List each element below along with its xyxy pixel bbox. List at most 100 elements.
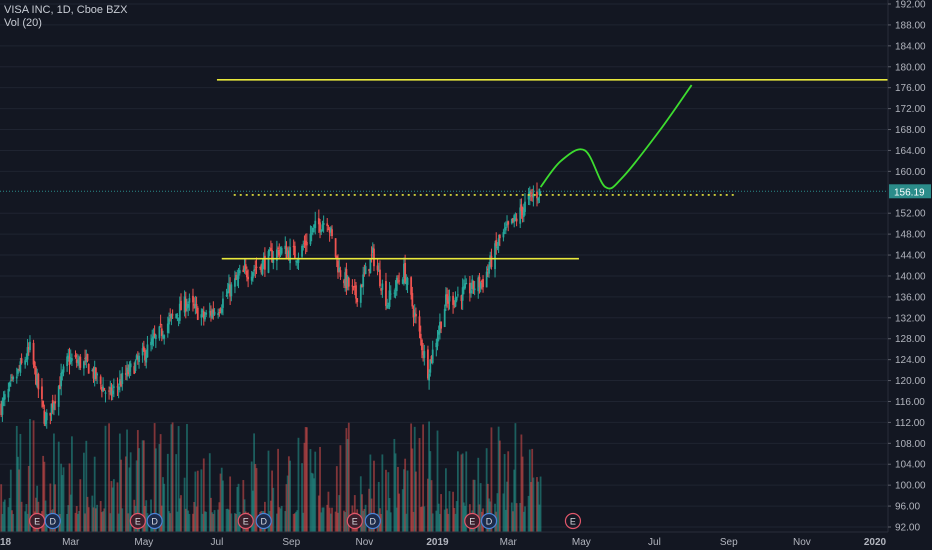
volume-bar xyxy=(456,451,459,532)
candle-body xyxy=(110,387,113,396)
volume-bar xyxy=(29,419,31,532)
candle-body xyxy=(20,358,23,364)
volume-bar xyxy=(211,512,214,532)
candle-body xyxy=(302,246,305,248)
volume-bar xyxy=(347,422,350,532)
marker-label: D xyxy=(370,517,377,527)
volume-bar xyxy=(91,495,94,532)
candle-body xyxy=(109,387,112,390)
dividend-marker[interactable]: D xyxy=(364,512,381,530)
volume-bar xyxy=(437,503,440,532)
volume-bar xyxy=(279,508,282,532)
marker-label: E xyxy=(352,517,358,527)
price-tick-label: 172.00 xyxy=(895,104,926,115)
volume-legend[interactable]: Vol (20) xyxy=(4,17,42,29)
earnings-marker[interactable]: E xyxy=(346,512,363,530)
price-axis[interactable]: 92.00 96.00 100.00 104.00 108.00 112.00 116.00… xyxy=(887,0,932,550)
volume-bar xyxy=(208,453,211,532)
last-price-label: 156.19 xyxy=(894,187,925,198)
marker-circle xyxy=(146,512,163,530)
candle-body xyxy=(108,390,110,392)
volume-bar xyxy=(452,491,454,532)
candle-body xyxy=(195,304,198,306)
candle-body xyxy=(356,298,359,303)
candle-body xyxy=(343,280,345,284)
volume-bar xyxy=(194,471,197,532)
volume-bar xyxy=(448,491,451,532)
volume-bar xyxy=(84,513,87,532)
candle-body xyxy=(41,386,43,400)
candle-body xyxy=(103,387,106,391)
earnings-marker[interactable]: E xyxy=(129,512,146,530)
volume-bar xyxy=(411,448,414,532)
volume-bar xyxy=(277,448,279,532)
volume-bar xyxy=(422,424,425,532)
price-tick-label: 104.00 xyxy=(895,460,926,471)
volume-bar xyxy=(446,508,448,532)
volume-bar xyxy=(87,507,90,532)
candle-body xyxy=(51,400,54,408)
drawings[interactable] xyxy=(0,79,892,260)
candle-body xyxy=(138,355,140,362)
marker-circle xyxy=(480,512,498,530)
candle-body xyxy=(444,294,447,307)
time-tick-label: Nov xyxy=(355,537,373,548)
volume-bar xyxy=(180,495,182,532)
volume-bar xyxy=(60,463,63,532)
dividend-marker[interactable]: D xyxy=(44,512,61,530)
candle-body xyxy=(57,386,60,407)
volume-bar xyxy=(136,430,139,532)
volume-bar xyxy=(94,508,97,532)
price-tick-label: 176.00 xyxy=(895,83,926,94)
symbol-legend[interactable]: VISA INC, 1D, Cboe BZX xyxy=(4,4,128,16)
volume-bar xyxy=(319,446,321,532)
volume-bar xyxy=(200,469,203,532)
candle-body xyxy=(361,284,363,288)
earnings-marker[interactable]: E xyxy=(564,512,582,530)
candle-body xyxy=(413,312,416,316)
candle-body xyxy=(19,361,22,373)
candle-body xyxy=(53,403,55,410)
candle-body xyxy=(370,254,373,256)
volume-bar xyxy=(230,513,233,532)
price-tick-label: 128.00 xyxy=(895,334,926,345)
volume-bar xyxy=(212,513,215,532)
volume-bar xyxy=(345,428,348,532)
candle-body xyxy=(15,376,18,379)
candle-body xyxy=(507,221,510,225)
earnings-marker[interactable]: E xyxy=(237,512,254,530)
candle-body xyxy=(234,278,236,287)
candle-body xyxy=(217,313,220,316)
candle-body xyxy=(506,223,508,226)
candle-body xyxy=(220,308,223,313)
time-axis[interactable]: 2018 Mar May Jul Sep Nov 2019 Mar May Jul Sep Nov 20… xyxy=(0,531,888,550)
candle-body xyxy=(428,373,431,381)
volume-bar xyxy=(286,475,289,532)
candle-body xyxy=(304,240,307,246)
volume-bar xyxy=(502,493,505,532)
volume-bar xyxy=(158,444,161,532)
dividend-marker[interactable]: D xyxy=(255,512,272,530)
candle-body xyxy=(262,258,265,263)
candle-body xyxy=(403,263,405,278)
earnings-marker[interactable]: E xyxy=(29,512,46,530)
dividend-marker[interactable]: D xyxy=(146,512,163,530)
candle-body xyxy=(238,270,241,274)
volume-bar xyxy=(498,440,501,532)
volume-bar xyxy=(163,483,166,532)
candlestick-series[interactable] xyxy=(0,182,542,429)
earnings-marker[interactable]: E xyxy=(464,512,481,530)
candle-body xyxy=(7,388,10,398)
candle-body xyxy=(208,311,211,313)
candle-body xyxy=(454,297,457,307)
volume-bar xyxy=(104,425,107,532)
price-axis-bg xyxy=(888,0,932,550)
candle-body xyxy=(531,194,534,196)
dividend-marker[interactable]: D xyxy=(480,512,498,530)
candle-body xyxy=(438,321,441,333)
volume-bar xyxy=(102,511,104,532)
candle-body xyxy=(159,323,162,326)
